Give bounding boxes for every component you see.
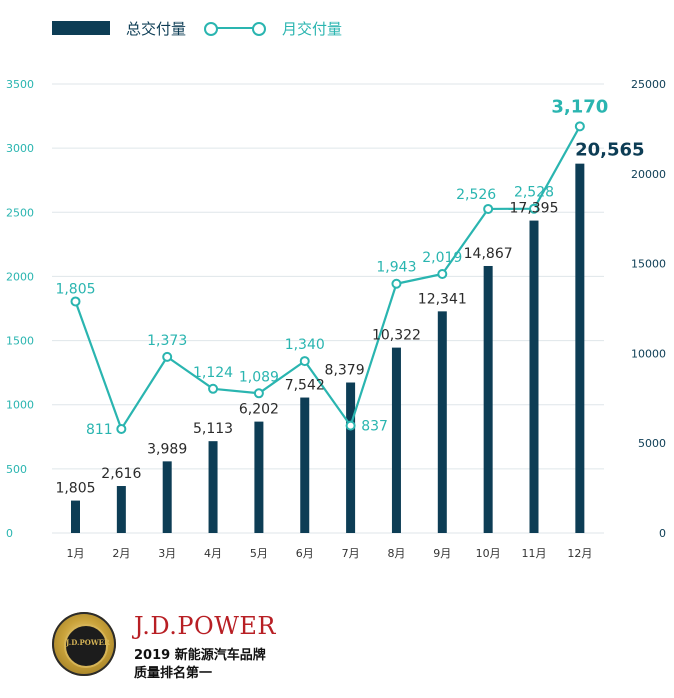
- bar: [437, 311, 447, 533]
- y-left-tick-label: 1500: [6, 335, 34, 348]
- line-series: [74, 125, 581, 431]
- bar: [162, 461, 172, 533]
- line-value-label: 1,943: [376, 260, 416, 276]
- bar: [300, 397, 310, 533]
- brand-name: J.D.POWER: [134, 612, 276, 640]
- bar-value-label: 7,542: [285, 378, 325, 394]
- bar: [208, 441, 218, 533]
- bar-value-label: 3,989: [147, 441, 187, 457]
- line-value-label: 1,089: [239, 369, 279, 385]
- y-right-tick-label: 20000: [631, 168, 666, 181]
- bar: [483, 265, 493, 533]
- y-left-tick-label: 1000: [6, 399, 34, 412]
- y-left-tick-label: 0: [6, 527, 13, 540]
- bar-value-label: 8,379: [325, 363, 365, 379]
- line-value-label: 837: [361, 419, 388, 435]
- y-right-tick-label: 5000: [638, 437, 666, 450]
- line-point: [529, 203, 539, 214]
- line-point: [70, 296, 81, 307]
- y-left-tick-label: 3500: [6, 78, 34, 91]
- line-point: [574, 121, 585, 132]
- line-value-label: 811: [86, 422, 113, 438]
- x-tick-label: 9月: [433, 547, 451, 560]
- line-point: [208, 383, 219, 394]
- bar: [116, 486, 126, 533]
- line-point: [253, 388, 264, 399]
- brand-award-line-1: 2019 新能源汽车品牌: [134, 648, 266, 663]
- bar-value-label: 6,202: [239, 402, 279, 418]
- bar: [71, 500, 80, 533]
- bar-value-label: 5,113: [193, 421, 233, 437]
- y-right-tick-label: 0: [659, 527, 666, 540]
- x-tick-label: 5月: [250, 547, 268, 560]
- x-tick-label: 8月: [387, 547, 405, 560]
- line-value-label: 1,373: [147, 333, 187, 349]
- bar-value-label: 12,341: [418, 291, 467, 307]
- bar: [346, 382, 356, 533]
- y-right-tick-label: 15000: [631, 258, 666, 271]
- line-value-label: 3,170: [551, 96, 608, 117]
- legend-line-label: 月交付量: [282, 19, 343, 38]
- y-right-tick-label: 25000: [631, 78, 666, 91]
- brand-block: J.D.POWER J.D.POWER 2019 新能源汽车品牌 质量排名第一: [52, 612, 352, 682]
- x-tick-label: 6月: [296, 547, 314, 560]
- bar-value-label: 10,322: [372, 328, 421, 344]
- line-value-label: 2,526: [456, 187, 496, 203]
- bar: [254, 421, 264, 533]
- y-left-tick-label: 3000: [6, 142, 34, 155]
- x-tick-label: 11月: [522, 547, 547, 560]
- x-tick-label: 2月: [112, 547, 130, 560]
- bar: [391, 347, 401, 533]
- line-point: [391, 278, 402, 289]
- bar-value-label: 17,395: [510, 201, 559, 217]
- brand-award-line-2: 质量排名第一: [134, 666, 213, 681]
- line-value-label: 2,528: [514, 185, 554, 201]
- line-point: [116, 423, 127, 434]
- bar-value-label: 1,805: [55, 481, 95, 497]
- legend-bar-swatch: [52, 21, 110, 35]
- y-right-tick-label: 10000: [631, 347, 666, 360]
- chart-legend: 总交付量 月交付量: [52, 16, 342, 40]
- line-value-label: 2,019: [422, 250, 462, 266]
- line-value-label: 1,340: [285, 337, 325, 353]
- x-tick-label: 12月: [567, 547, 592, 560]
- bar-value-label: 2,616: [101, 466, 141, 482]
- x-tick-label: 3月: [158, 547, 176, 560]
- bar: [575, 163, 585, 534]
- line-point: [437, 268, 448, 279]
- bar: [529, 220, 539, 533]
- line-value-label: 1,805: [55, 281, 95, 297]
- line-point: [345, 420, 356, 431]
- y-left-tick-label: 2000: [6, 270, 34, 283]
- jd-power-seal-logo: J.D.POWER: [52, 612, 116, 676]
- x-tick-label: 7月: [342, 547, 360, 560]
- bar-value-label: 20,565: [575, 140, 644, 161]
- legend-line-swatch: [204, 21, 267, 36]
- y-left-tick-label: 2500: [6, 206, 34, 219]
- line-value-label: 1,124: [193, 365, 233, 381]
- x-tick-label: 1月: [67, 547, 85, 560]
- y-left-tick-label: 500: [6, 463, 27, 476]
- line-point: [299, 356, 310, 367]
- x-tick-label: 4月: [204, 547, 222, 560]
- bar-value-label: 14,867: [464, 246, 513, 262]
- x-tick-label: 10月: [476, 547, 501, 560]
- line-point: [162, 351, 173, 362]
- legend-bar-label: 总交付量: [126, 19, 187, 38]
- line-point: [483, 203, 494, 214]
